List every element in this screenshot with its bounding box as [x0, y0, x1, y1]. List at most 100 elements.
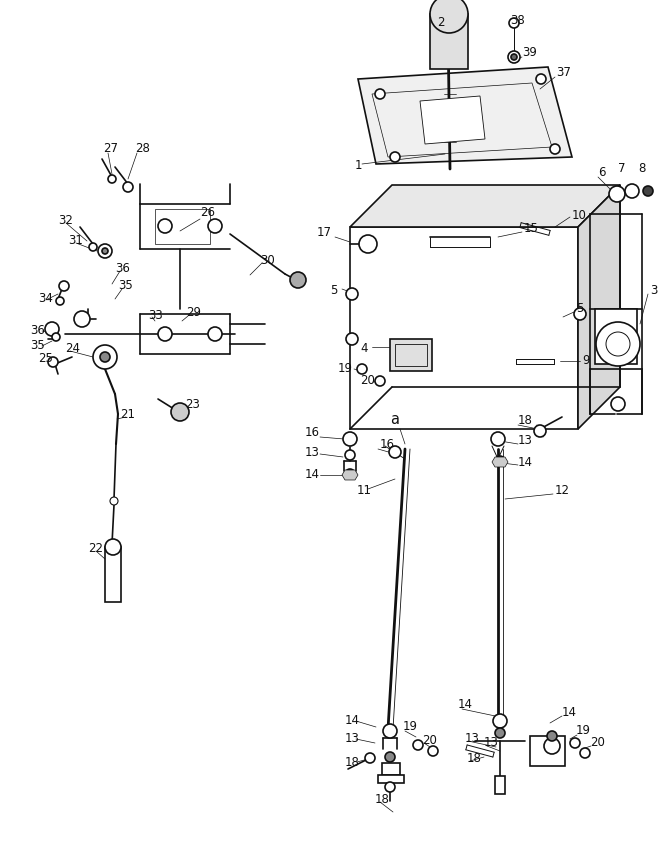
- Text: 13: 13: [465, 731, 480, 744]
- Bar: [155, 210, 210, 245]
- Circle shape: [428, 746, 438, 756]
- Text: 23: 23: [185, 398, 200, 411]
- Circle shape: [100, 353, 110, 363]
- Polygon shape: [372, 84, 552, 158]
- Circle shape: [357, 365, 367, 375]
- Text: 4: 4: [360, 341, 367, 354]
- Text: 39: 39: [522, 46, 537, 58]
- Circle shape: [383, 724, 397, 738]
- Circle shape: [102, 249, 108, 255]
- Circle shape: [375, 376, 385, 387]
- Circle shape: [345, 451, 355, 461]
- Text: 14: 14: [458, 698, 473, 711]
- Circle shape: [52, 333, 60, 342]
- Text: 36: 36: [115, 261, 130, 274]
- Text: 31: 31: [68, 233, 83, 246]
- Circle shape: [98, 245, 112, 259]
- Circle shape: [45, 322, 59, 337]
- Circle shape: [108, 176, 116, 184]
- Polygon shape: [342, 470, 358, 480]
- Text: 36: 36: [30, 323, 45, 336]
- Text: 9: 9: [582, 353, 589, 366]
- Text: 18: 18: [518, 413, 533, 426]
- Circle shape: [343, 432, 357, 446]
- Circle shape: [534, 425, 546, 437]
- Circle shape: [345, 469, 355, 479]
- Text: 17: 17: [317, 225, 332, 238]
- Circle shape: [123, 183, 133, 192]
- Circle shape: [643, 187, 653, 197]
- Circle shape: [606, 333, 630, 356]
- Circle shape: [508, 52, 520, 64]
- Polygon shape: [358, 68, 572, 165]
- Text: 16: 16: [305, 425, 320, 438]
- Text: 21: 21: [120, 408, 135, 421]
- Text: 14: 14: [305, 467, 320, 480]
- Text: 18: 18: [375, 793, 390, 805]
- Circle shape: [495, 457, 505, 467]
- Text: 38: 38: [510, 14, 524, 26]
- Circle shape: [171, 403, 189, 421]
- Circle shape: [580, 748, 590, 758]
- Circle shape: [74, 311, 90, 327]
- Text: 16: 16: [380, 438, 395, 451]
- Circle shape: [596, 322, 640, 366]
- Circle shape: [544, 738, 560, 754]
- Bar: [430, 15, 468, 70]
- Circle shape: [495, 728, 505, 738]
- Circle shape: [158, 219, 172, 234]
- Circle shape: [413, 740, 423, 750]
- Text: 18: 18: [345, 755, 360, 767]
- Bar: [595, 310, 637, 365]
- Text: 19: 19: [403, 718, 418, 732]
- Circle shape: [385, 782, 395, 792]
- Text: 30: 30: [260, 253, 274, 266]
- Circle shape: [110, 497, 118, 506]
- Text: 7: 7: [618, 161, 625, 175]
- Bar: [390, 339, 432, 371]
- Circle shape: [375, 90, 385, 100]
- Polygon shape: [492, 457, 508, 468]
- Circle shape: [290, 273, 306, 289]
- Circle shape: [346, 333, 358, 345]
- Circle shape: [509, 19, 519, 29]
- Text: 28: 28: [135, 141, 150, 154]
- Text: 18: 18: [467, 750, 482, 764]
- Circle shape: [359, 235, 377, 254]
- Circle shape: [430, 0, 468, 34]
- Text: 22: 22: [88, 541, 103, 554]
- Text: 12: 12: [555, 483, 570, 496]
- Circle shape: [550, 145, 560, 154]
- Bar: [495, 776, 505, 794]
- Text: 20: 20: [360, 373, 375, 386]
- Polygon shape: [578, 186, 620, 430]
- Text: 34: 34: [38, 291, 53, 304]
- Circle shape: [208, 219, 222, 234]
- Text: 2: 2: [437, 15, 444, 29]
- Circle shape: [611, 398, 625, 412]
- Circle shape: [93, 345, 117, 370]
- Bar: [378, 775, 404, 783]
- Bar: [105, 548, 121, 603]
- Text: 14: 14: [518, 455, 533, 468]
- Text: 35: 35: [30, 338, 44, 351]
- Text: 8: 8: [638, 161, 645, 175]
- Bar: [530, 736, 565, 766]
- Bar: [382, 763, 400, 775]
- Circle shape: [625, 185, 639, 199]
- Text: 5: 5: [330, 284, 337, 296]
- Circle shape: [536, 75, 546, 85]
- Circle shape: [105, 539, 121, 555]
- Text: 13: 13: [305, 445, 320, 458]
- Circle shape: [56, 298, 64, 306]
- Bar: [350, 228, 578, 430]
- Circle shape: [511, 55, 517, 61]
- Text: 33: 33: [148, 308, 162, 321]
- Text: 1: 1: [355, 159, 363, 171]
- Circle shape: [493, 714, 507, 728]
- Text: 20: 20: [590, 734, 605, 748]
- Circle shape: [59, 282, 69, 292]
- Text: 14: 14: [345, 712, 360, 726]
- Circle shape: [390, 153, 400, 163]
- Circle shape: [547, 731, 557, 741]
